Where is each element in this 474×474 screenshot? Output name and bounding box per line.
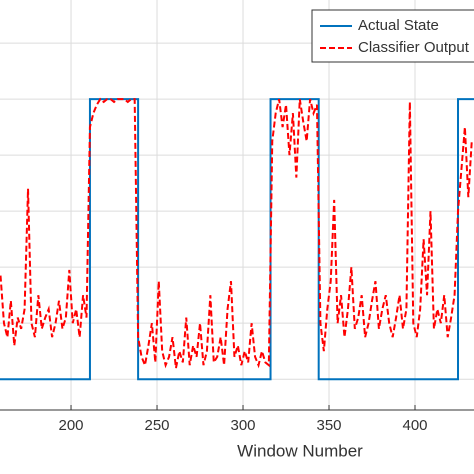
- grid: [0, 0, 474, 410]
- x-tick-label: 300: [231, 417, 256, 434]
- series-line: [0, 97, 473, 369]
- x-axis-ticks: 200 250 300 350 400: [59, 405, 428, 434]
- x-axis-label: Window Number: [237, 441, 363, 460]
- legend-box: [311, 9, 474, 63]
- legend-label: Actual State: [358, 17, 439, 34]
- x-tick-label: 350: [316, 417, 341, 434]
- x-tick-label: 400: [402, 417, 427, 434]
- x-tick-label: 250: [145, 417, 170, 434]
- x-tick-label: 200: [59, 417, 84, 434]
- plot-area: [0, 97, 474, 381]
- legend-label: Classifier Output: [358, 39, 470, 56]
- legend: Actual State Classifier Output: [311, 9, 474, 63]
